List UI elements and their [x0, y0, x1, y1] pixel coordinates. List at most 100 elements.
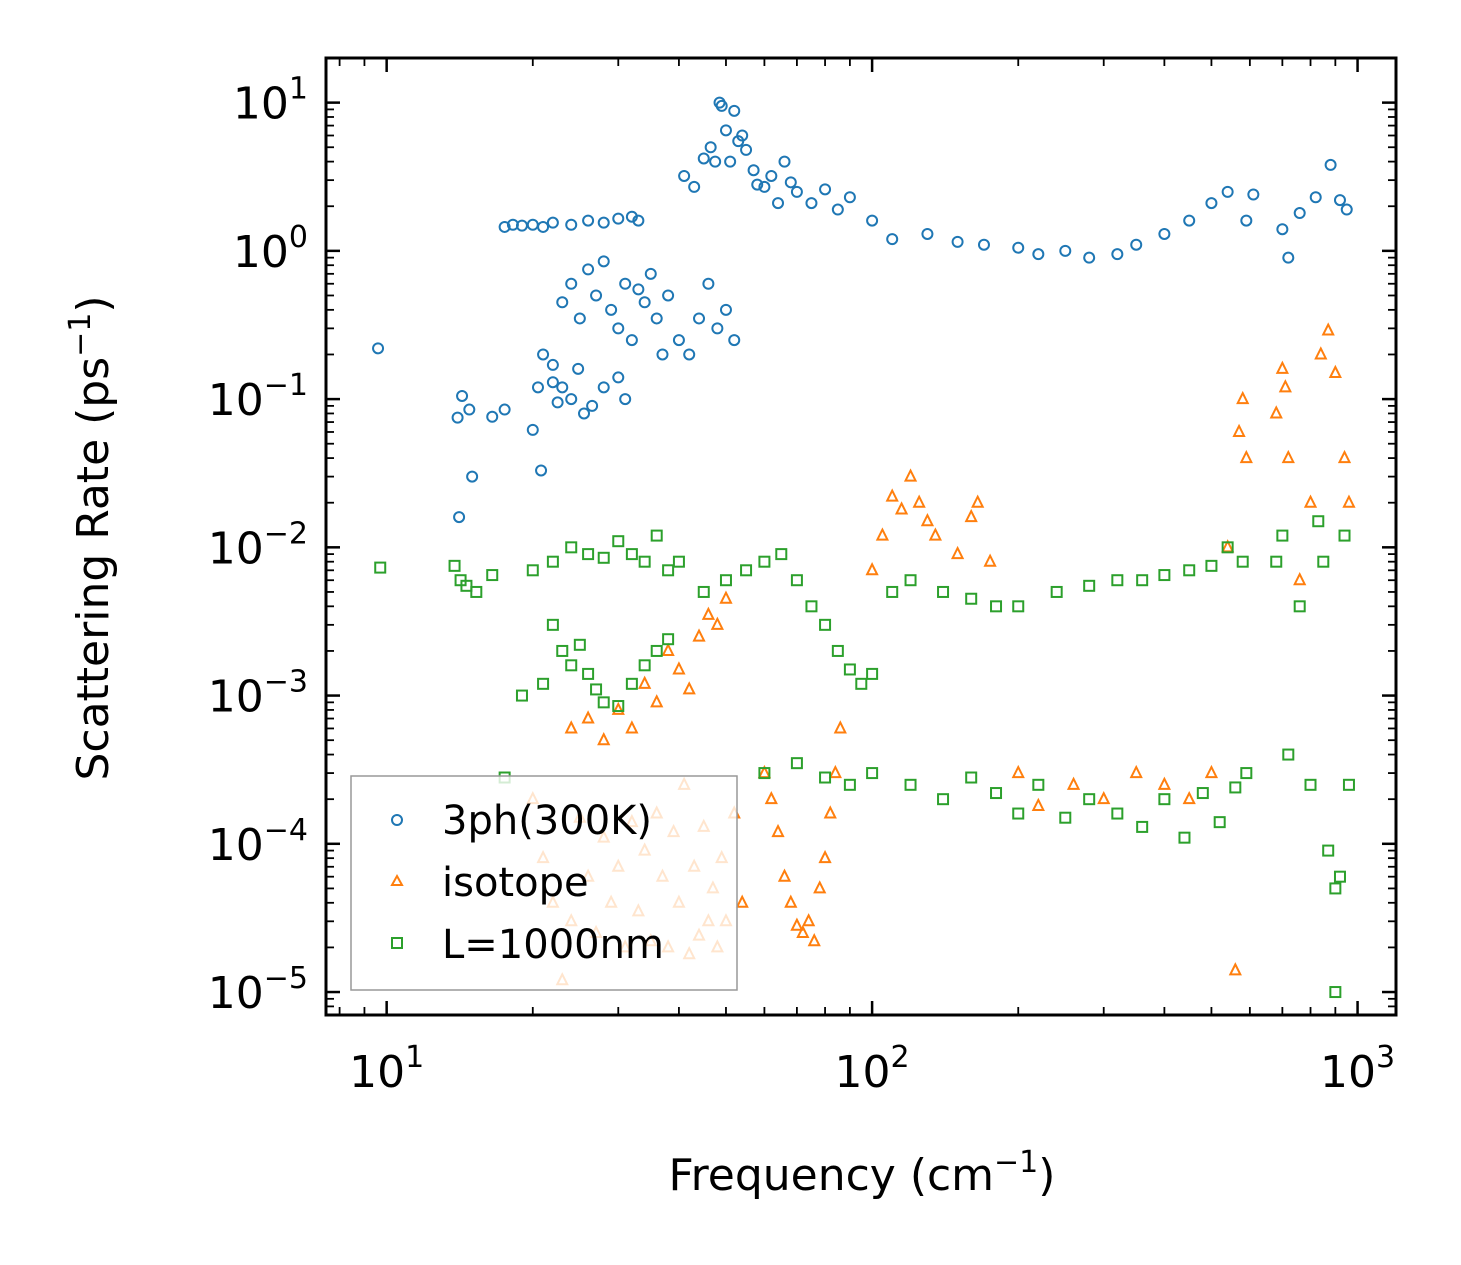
data-point: [456, 389, 469, 402]
data-point: [537, 220, 550, 233]
data-point: [486, 569, 499, 582]
data-point: [1111, 807, 1124, 820]
data-point: [1270, 555, 1283, 568]
data-point: [597, 255, 610, 268]
data-point: [625, 334, 638, 347]
data-point: [894, 501, 909, 515]
data-point: [1314, 346, 1328, 360]
legend-marker-isotope: [390, 873, 404, 886]
data-point: [572, 362, 585, 375]
data-point: [1324, 158, 1337, 171]
data-point: [904, 778, 917, 791]
data-point: [672, 334, 685, 347]
data-point: [1158, 569, 1171, 582]
data-point: [1204, 764, 1219, 779]
data-point: [612, 535, 625, 548]
data-point: [964, 508, 978, 523]
data-point: [843, 191, 856, 204]
legend-label-isotope: isotope: [442, 860, 589, 906]
data-point: [1012, 807, 1025, 820]
data-point: [1276, 223, 1289, 236]
data-point: [672, 661, 686, 675]
data-point: [578, 407, 591, 420]
data-point: [582, 548, 595, 561]
data-point: [1247, 188, 1260, 201]
data-point: [451, 411, 464, 424]
data-point: [1221, 541, 1234, 554]
data-point: [704, 141, 717, 154]
data-point: [374, 561, 387, 574]
data-point: [1158, 793, 1171, 806]
data-point: [661, 642, 675, 656]
y-tick-label: 101: [233, 72, 308, 130]
data-point: [586, 399, 599, 412]
data-point: [1129, 764, 1143, 779]
data-point: [590, 683, 603, 696]
data-point: [625, 548, 638, 561]
data-point: [965, 592, 978, 605]
data-point: [662, 564, 675, 577]
data-point: [1303, 494, 1318, 508]
data-point: [751, 178, 764, 191]
data-point: [1213, 816, 1226, 829]
data-point: [1281, 449, 1295, 464]
legend-label-boundary: L=1000nm: [442, 922, 664, 968]
data-point: [1059, 811, 1072, 824]
data-point: [1111, 574, 1124, 587]
data-point: [625, 677, 638, 690]
data-point: [777, 868, 792, 882]
data-point: [758, 555, 771, 568]
y-tick-label: 10−2: [208, 516, 308, 574]
data-point: [790, 185, 803, 198]
data-point: [709, 155, 722, 168]
data-point: [983, 553, 997, 567]
data-point: [1293, 600, 1306, 613]
data-point: [790, 757, 803, 770]
data-point: [625, 720, 639, 734]
data-point: [1232, 423, 1246, 437]
y-tick-label: 10−5: [208, 961, 308, 1019]
data-point: [565, 277, 578, 290]
data-point: [1178, 831, 1191, 844]
data-point: [1221, 185, 1234, 198]
data-point: [875, 527, 890, 541]
data-point: [719, 124, 732, 137]
data-point: [818, 849, 832, 864]
data-point: [765, 169, 778, 182]
data-point: [526, 423, 539, 436]
data-point: [886, 585, 899, 598]
data-point: [702, 277, 715, 290]
data-point: [764, 790, 778, 805]
data-point: [823, 805, 837, 819]
data-point: [928, 527, 942, 541]
data-point: [912, 494, 926, 508]
x-axis-label: Frequency (cm−1): [669, 1145, 1056, 1201]
data-point: [1240, 767, 1253, 780]
data-point: [556, 644, 569, 657]
data-point: [937, 793, 950, 806]
data-point: [453, 511, 466, 524]
data-point: [865, 562, 879, 576]
data-point: [990, 787, 1003, 800]
data-point: [1269, 405, 1283, 419]
data-point: [1130, 238, 1143, 251]
data-point: [551, 396, 564, 409]
data-point: [950, 545, 965, 560]
data-point: [678, 169, 691, 182]
data-point: [656, 348, 669, 361]
data-point: [597, 551, 610, 564]
data-point: [807, 933, 821, 947]
data-point: [546, 216, 559, 229]
data-point: [1293, 207, 1306, 220]
data-point: [1066, 776, 1081, 790]
data-point: [632, 214, 645, 227]
data-point: [662, 289, 675, 302]
data-point: [1205, 559, 1218, 572]
x-tick-label: 101: [349, 1040, 424, 1098]
data-point: [1321, 322, 1335, 336]
data-point: [784, 894, 798, 908]
data-point: [796, 924, 810, 939]
data-point: [1111, 248, 1124, 261]
data-point: [672, 555, 685, 568]
data-point: [728, 104, 741, 117]
